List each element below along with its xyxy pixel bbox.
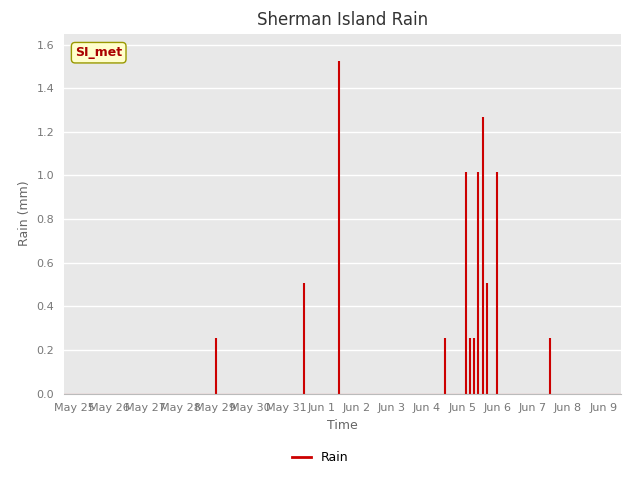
Title: Sherman Island Rain: Sherman Island Rain [257, 11, 428, 29]
Y-axis label: Rain (mm): Rain (mm) [18, 181, 31, 246]
Legend: Rain: Rain [287, 446, 353, 469]
Text: SI_met: SI_met [75, 46, 122, 59]
X-axis label: Time: Time [327, 419, 358, 432]
